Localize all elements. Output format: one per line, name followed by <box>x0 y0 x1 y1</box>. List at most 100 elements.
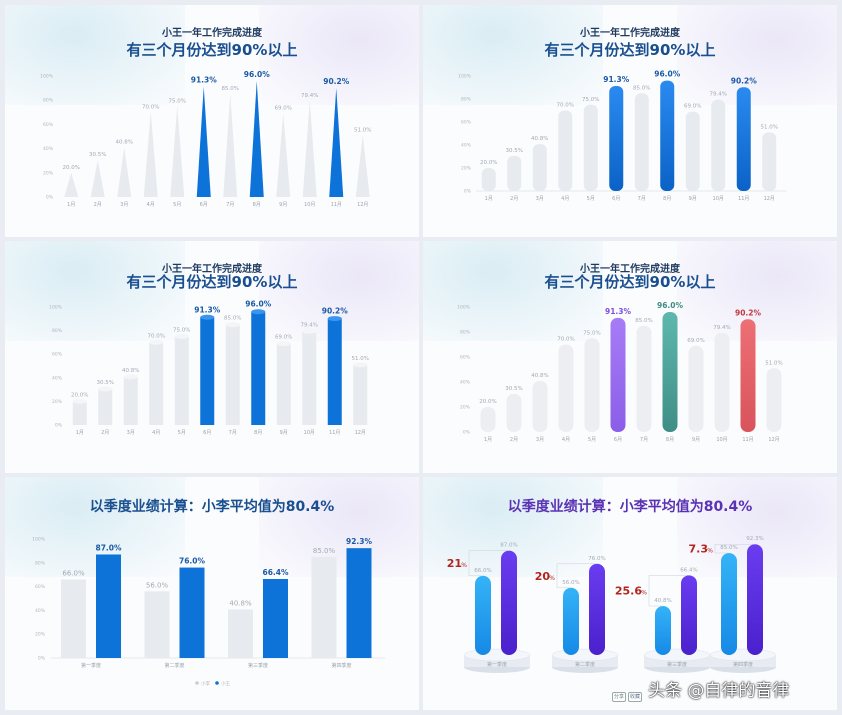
y-tick-label: 20% <box>461 166 472 172</box>
data-label: 56.0% <box>562 580 579 586</box>
y-tick-label: 80% <box>460 330 471 336</box>
bar-series-2 <box>179 567 205 658</box>
data-label: 20.0% <box>71 392 88 398</box>
bar-triangle <box>302 100 317 197</box>
data-label: 90.2% <box>731 76 758 85</box>
bar-triangle <box>90 160 105 197</box>
bar-series-2 <box>346 548 372 658</box>
bar-cylinder <box>174 336 189 425</box>
x-tick-label: 12月 <box>764 196 775 202</box>
legend-marker <box>195 681 199 685</box>
x-tick-label: 10月 <box>304 430 315 436</box>
x-tick-label: 1月 <box>485 196 493 202</box>
chart-panel-quarterly-bar: 以季度业绩计算：小李平均值为80.4% 0% 20% 40% 60% 80% 100% 66.… <box>5 477 419 710</box>
x-tick-label: 6月 <box>612 196 620 202</box>
x-tick-label: 2月 <box>510 196 518 202</box>
data-label: 90.2% <box>323 77 350 86</box>
data-label: 51.0% <box>352 356 369 362</box>
data-label: 69.0% <box>687 338 704 344</box>
x-tick-label: 第二季度 <box>575 661 595 668</box>
bar-cylinder-top <box>327 316 342 322</box>
data-label: 92.3% <box>746 536 763 542</box>
y-tick-label: 100% <box>457 305 471 311</box>
data-label: 85.0% <box>633 85 650 91</box>
bar-glow <box>766 368 782 432</box>
bar-triangle <box>329 87 344 197</box>
watermark-icons[interactable]: 分享 收藏 <box>612 683 644 702</box>
data-label: 76.0% <box>588 556 605 562</box>
x-tick-label: 10月 <box>716 437 727 443</box>
x-tick-label: 4月 <box>561 196 569 202</box>
bar-triangle <box>196 86 211 197</box>
y-tick-label: 40% <box>460 380 471 386</box>
bar-triangle <box>170 106 185 197</box>
x-tick-label: 3月 <box>120 202 128 208</box>
data-label: 85.0% <box>313 547 336 555</box>
data-label: 90.2% <box>735 308 762 317</box>
bar-series-1 <box>655 606 671 655</box>
data-label: 76.0% <box>179 557 206 566</box>
bar-series-1 <box>563 587 579 655</box>
data-label: 70.0% <box>148 333 165 339</box>
x-tick-label: 12月 <box>355 430 366 436</box>
y-tick-label: 20% <box>460 405 471 411</box>
data-label: 79.4% <box>710 92 727 98</box>
bar-series-1 <box>61 579 86 658</box>
x-tick-label: 3月 <box>127 430 135 436</box>
data-label: 75.0% <box>169 98 186 104</box>
chart-subtitle: 有三个月份达到90%以上 <box>127 273 298 291</box>
x-tick-label: 4月 <box>147 202 155 208</box>
data-label: 70.0% <box>142 104 159 110</box>
bar-series-1 <box>475 575 491 655</box>
x-tick-label: 7月 <box>640 437 648 443</box>
bar-glow <box>558 344 574 432</box>
x-tick-label: 5月 <box>587 196 595 202</box>
bar-series-2 <box>747 544 763 655</box>
bar-cylinder <box>200 317 215 425</box>
chart-title: 小王一年工作完成进度 <box>579 26 681 39</box>
data-label: 79.4% <box>301 322 318 328</box>
y-tick-label: 100% <box>49 305 63 311</box>
bar-triangle <box>249 80 264 197</box>
x-tick-label: 6月 <box>203 430 211 436</box>
bar-glow <box>610 317 626 432</box>
bar-pill <box>762 132 777 191</box>
bar-triangle <box>64 172 79 197</box>
bar-glow <box>740 319 756 432</box>
data-label: 85.0% <box>222 86 239 92</box>
x-tick-label: 11月 <box>329 430 340 436</box>
share-icon[interactable]: 分享 <box>612 692 626 702</box>
bar-pill <box>609 86 624 191</box>
favorite-icon[interactable]: 收藏 <box>628 692 642 702</box>
x-tick-label: 12月 <box>357 202 368 208</box>
difference-value: 21 <box>447 557 462 570</box>
data-label: 40.8% <box>531 136 548 142</box>
bar-pill <box>558 110 573 191</box>
data-label: 40.8% <box>116 140 133 146</box>
x-tick-label: 第三季度 <box>667 661 687 668</box>
y-tick-label: 60% <box>43 122 54 128</box>
data-label: 70.0% <box>557 337 574 343</box>
data-label: 79.4% <box>713 325 730 331</box>
x-tick-label: 9月 <box>689 196 697 202</box>
x-tick-label: 1月 <box>76 430 84 436</box>
y-tick-label: 0% <box>463 430 471 436</box>
bar-series-1 <box>721 553 737 655</box>
x-tick-label: 11月 <box>738 196 749 202</box>
bar-glow <box>714 332 730 432</box>
y-tick-label: 60% <box>460 355 471 361</box>
bar-cylinder <box>225 324 240 425</box>
data-label: 69.0% <box>275 335 292 341</box>
y-tick-label: 0% <box>464 189 472 195</box>
y-tick-label: 100% <box>458 74 472 80</box>
bar-cylinder-top <box>98 386 113 392</box>
bar-glow <box>662 312 678 432</box>
x-tick-label: 1月 <box>67 202 75 208</box>
bar-cylinder-top <box>149 339 164 345</box>
data-label: 70.0% <box>557 103 574 109</box>
data-label: 87.0% <box>95 543 122 552</box>
bar-series-2 <box>96 554 121 658</box>
bar-cylinder-top <box>72 398 87 404</box>
x-tick-label: 2月 <box>510 437 518 443</box>
bar-series-2 <box>263 578 288 658</box>
